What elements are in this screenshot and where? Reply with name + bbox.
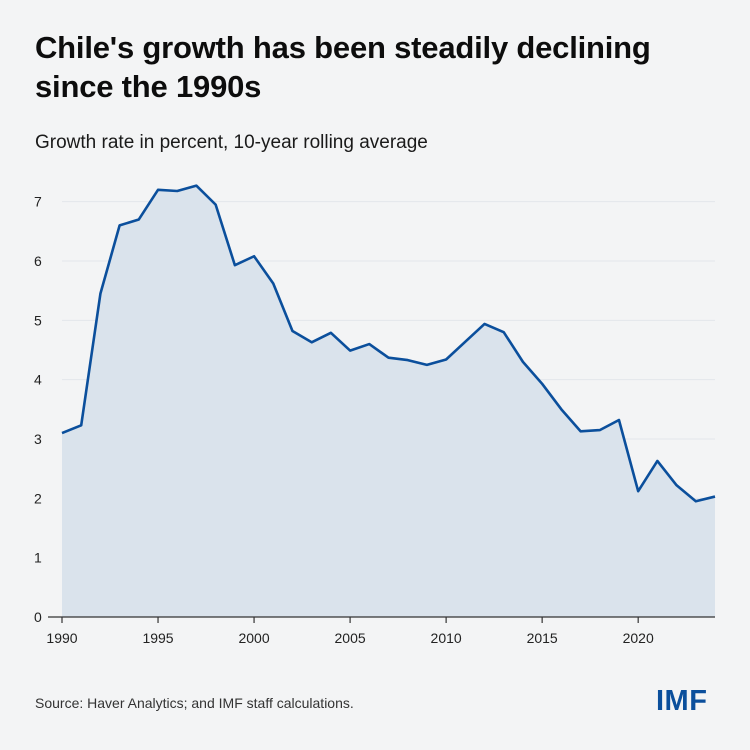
growth-area-chart: 0 1 2 3 4 5 6 7 1990 1995 2000 2005 2010 2015 2020 [34, 184, 716, 646]
y-tick-label: 0 [34, 609, 42, 625]
series-line [61, 184, 716, 503]
area-fill [62, 185, 715, 617]
x-tick-label: 2015 [527, 630, 558, 646]
x-tick-label: 2020 [623, 630, 654, 646]
y-tick-label: 3 [34, 431, 42, 447]
y-tick-label: 6 [34, 253, 42, 269]
x-tick-label: 1995 [142, 630, 173, 646]
y-tick-label: 1 [34, 550, 42, 566]
x-tick-label: 1990 [46, 630, 77, 646]
y-tick-label: 2 [34, 490, 42, 506]
imf-logo: IMF [656, 685, 708, 717]
x-tick-label: 2010 [431, 630, 462, 646]
chart-subtitle: Growth rate in percent, 10-year rolling … [35, 132, 428, 153]
y-tick-label: 7 [34, 194, 42, 210]
y-tick-label: 5 [34, 312, 42, 328]
source-note: Source: Haver Analytics; and IMF staff c… [35, 695, 354, 711]
x-tick-label: 2000 [238, 630, 269, 646]
chart-title: Chile's growth has been steadily declini… [35, 30, 651, 104]
y-tick-label: 4 [34, 372, 42, 388]
x-tick-label: 2005 [335, 630, 366, 646]
